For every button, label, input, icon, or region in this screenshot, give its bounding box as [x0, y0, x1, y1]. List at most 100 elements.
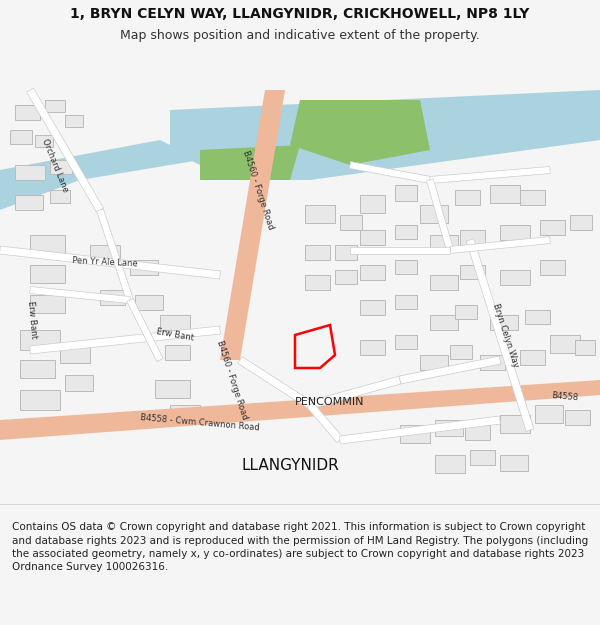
Polygon shape [427, 179, 454, 251]
Polygon shape [220, 90, 285, 360]
Bar [520, 350, 545, 365]
Text: B4558 - Cwm Crawnon Road: B4558 - Cwm Crawnon Road [140, 413, 260, 432]
Bar [460, 230, 485, 245]
Bar [455, 305, 477, 319]
Bar [30, 295, 65, 313]
Bar [45, 100, 65, 112]
Text: Bryn Celyn Way: Bryn Celyn Way [491, 302, 521, 368]
Text: LLANGYNIDR: LLANGYNIDR [241, 458, 339, 472]
Bar [435, 420, 463, 436]
Bar [360, 265, 385, 280]
Bar [35, 135, 53, 147]
Bar [15, 165, 45, 180]
Bar [575, 340, 595, 355]
Bar [20, 330, 60, 350]
Bar [465, 425, 490, 440]
Bar [30, 235, 65, 253]
Bar [395, 335, 417, 349]
Polygon shape [97, 209, 133, 301]
Text: 1, BRYN CELYN WAY, LLANGYNIDR, CRICKHOWELL, NP8 1LY: 1, BRYN CELYN WAY, LLANGYNIDR, CRICKHOWE… [70, 7, 530, 21]
Polygon shape [349, 161, 431, 184]
Bar [135, 295, 163, 310]
Polygon shape [238, 357, 312, 408]
Bar [305, 245, 330, 260]
Bar [535, 405, 563, 423]
Polygon shape [200, 145, 300, 180]
Polygon shape [350, 246, 450, 254]
Polygon shape [29, 326, 220, 354]
Bar [525, 310, 550, 324]
Bar [490, 185, 520, 203]
Bar [550, 335, 580, 353]
Bar [490, 315, 518, 330]
Bar [430, 235, 458, 251]
Bar [395, 295, 417, 309]
Polygon shape [309, 376, 401, 409]
Bar [470, 450, 495, 465]
Bar [155, 380, 190, 398]
Bar [50, 190, 70, 203]
Bar [90, 245, 120, 263]
Polygon shape [170, 90, 600, 180]
Polygon shape [290, 100, 430, 165]
Bar [450, 345, 472, 359]
Text: B4558: B4558 [551, 391, 579, 402]
Polygon shape [0, 380, 600, 440]
Bar [10, 130, 32, 144]
Bar [30, 265, 65, 283]
Polygon shape [0, 140, 200, 210]
Text: Erw Bant: Erw Bant [26, 301, 38, 339]
Bar [435, 455, 465, 473]
Bar [100, 290, 125, 305]
Polygon shape [26, 88, 103, 212]
Polygon shape [127, 298, 163, 362]
Bar [540, 220, 565, 235]
Bar [65, 375, 93, 391]
Polygon shape [430, 166, 550, 184]
Bar [395, 260, 417, 274]
Polygon shape [466, 239, 534, 431]
Bar [360, 195, 385, 213]
Bar [160, 315, 190, 330]
Bar [565, 410, 590, 425]
Bar [500, 270, 530, 285]
Text: B4560 - Forge Road: B4560 - Forge Road [215, 339, 249, 421]
Polygon shape [307, 402, 343, 442]
Polygon shape [340, 416, 500, 444]
Bar [500, 225, 530, 240]
Bar [170, 405, 200, 421]
Text: PENCOMMIN: PENCOMMIN [295, 397, 365, 407]
Polygon shape [399, 356, 501, 384]
Bar [15, 195, 43, 210]
Bar [520, 190, 545, 205]
Bar [540, 260, 565, 275]
Bar [455, 190, 480, 205]
Text: Erw Bant: Erw Bant [155, 328, 194, 342]
Text: Orchard Lane: Orchard Lane [40, 137, 70, 193]
Text: Pen Yr Ale Lane: Pen Yr Ale Lane [72, 256, 138, 268]
Bar [480, 355, 505, 370]
Bar [20, 390, 60, 410]
Bar [500, 415, 530, 433]
Text: B4560 - Forge Road: B4560 - Forge Road [241, 149, 275, 231]
Text: Contains OS data © Crown copyright and database right 2021. This information is : Contains OS data © Crown copyright and d… [12, 522, 588, 572]
Bar [305, 205, 335, 223]
Bar [400, 425, 430, 443]
Bar [570, 215, 592, 230]
Bar [395, 225, 417, 239]
Bar [20, 360, 55, 378]
Bar [430, 275, 458, 290]
Text: Map shows position and indicative extent of the property.: Map shows position and indicative extent… [120, 29, 480, 42]
Bar [335, 270, 357, 284]
Bar [60, 345, 90, 363]
Bar [430, 315, 458, 330]
Bar [335, 245, 357, 260]
Bar [420, 205, 448, 223]
Bar [395, 185, 417, 201]
Bar [500, 455, 528, 471]
Bar [460, 265, 485, 279]
Polygon shape [29, 286, 130, 304]
Bar [15, 105, 40, 120]
Bar [360, 230, 385, 245]
Bar [420, 355, 448, 370]
